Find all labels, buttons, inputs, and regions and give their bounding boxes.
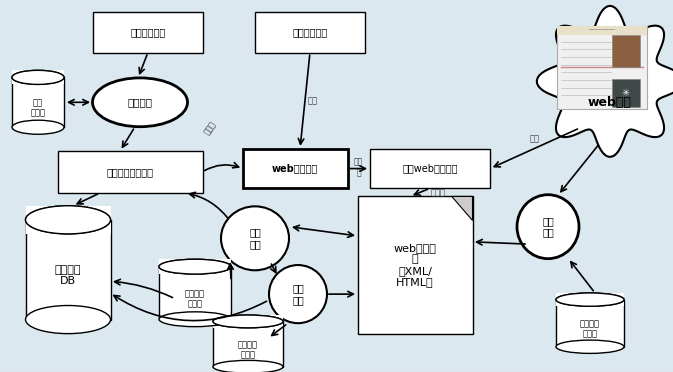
Polygon shape (537, 6, 673, 157)
Bar (213, 321, 283, 367)
Ellipse shape (517, 195, 579, 259)
Bar (556, 293, 624, 306)
Text: 领域信息服务: 领域信息服务 (131, 28, 166, 38)
FancyBboxPatch shape (357, 196, 472, 334)
Text: 服务
模型库: 服务 模型库 (30, 99, 46, 118)
Text: 数据
集成: 数据 集成 (292, 283, 304, 305)
Text: 领域集成
DB: 领域集成 DB (55, 265, 81, 286)
Text: 领域数据集成模式: 领域数据集成模式 (106, 167, 153, 177)
Bar (12, 77, 64, 127)
Text: 领域数据模型: 领域数据模型 (292, 28, 328, 38)
FancyBboxPatch shape (255, 12, 365, 53)
Text: web抽取数
据
（XML/
HTML）: web抽取数 据 （XML/ HTML） (394, 243, 436, 288)
Text: 网站web数据模式: 网站web数据模式 (402, 164, 458, 174)
FancyBboxPatch shape (557, 26, 647, 109)
Ellipse shape (12, 120, 64, 134)
Text: 服务模型: 服务模型 (127, 97, 153, 107)
Text: 实例
化: 实例 化 (354, 158, 363, 177)
Ellipse shape (92, 78, 188, 127)
Bar (159, 259, 231, 274)
Ellipse shape (213, 315, 283, 328)
Bar (159, 267, 231, 319)
Text: web页面: web页面 (588, 96, 632, 109)
Bar (12, 70, 64, 84)
Ellipse shape (26, 305, 110, 334)
Ellipse shape (159, 259, 231, 274)
Ellipse shape (159, 312, 231, 327)
Text: 生成: 生成 (530, 134, 540, 144)
Text: 模式
映射: 模式 映射 (249, 228, 261, 249)
Ellipse shape (12, 70, 64, 84)
Bar (26, 220, 110, 320)
Ellipse shape (26, 206, 110, 234)
FancyBboxPatch shape (370, 149, 490, 188)
Text: 数据
抽取: 数据 抽取 (542, 216, 554, 237)
FancyBboxPatch shape (242, 149, 347, 188)
Bar (213, 315, 283, 328)
Ellipse shape (556, 293, 624, 306)
Text: ✳: ✳ (622, 88, 630, 98)
Ellipse shape (221, 206, 289, 270)
FancyBboxPatch shape (93, 12, 203, 53)
Ellipse shape (556, 340, 624, 353)
FancyBboxPatch shape (57, 151, 203, 193)
Ellipse shape (213, 315, 283, 328)
Ellipse shape (213, 360, 283, 372)
Text: 完善: 完善 (308, 96, 318, 105)
Ellipse shape (269, 265, 327, 323)
Ellipse shape (12, 70, 64, 84)
Bar (26, 206, 110, 234)
Text: 实例化: 实例化 (203, 120, 217, 136)
Ellipse shape (26, 206, 110, 234)
FancyBboxPatch shape (612, 35, 640, 67)
Polygon shape (452, 196, 472, 221)
Text: web数据模型: web数据模型 (272, 164, 318, 174)
Ellipse shape (556, 293, 624, 306)
Text: ━━━━━━━━━━━━━━━━: ━━━━━━━━━━━━━━━━ (589, 28, 615, 32)
Text: 模式映射
规则库: 模式映射 规则库 (185, 289, 205, 308)
Text: 数据抽取
方法库: 数据抽取 方法库 (580, 319, 600, 339)
Ellipse shape (159, 259, 231, 274)
Bar (556, 299, 624, 347)
Text: 实例化: 实例化 (431, 188, 446, 197)
FancyBboxPatch shape (557, 26, 647, 35)
Text: 数据集成
规则库: 数据集成 规则库 (238, 340, 258, 360)
FancyBboxPatch shape (612, 79, 640, 107)
